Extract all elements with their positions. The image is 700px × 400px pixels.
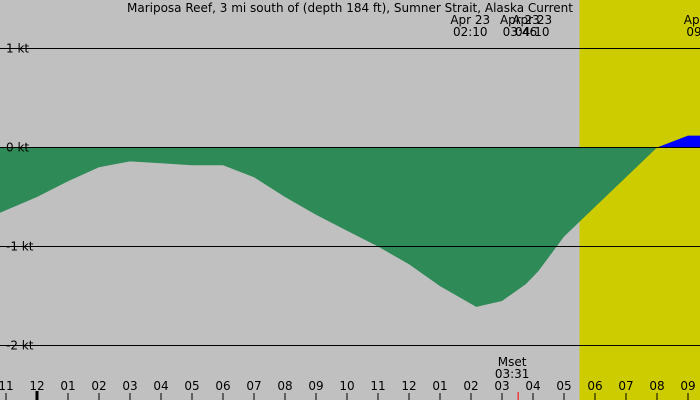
top-event-time: 02:10 <box>453 25 488 39</box>
hour-tick-label: 04 <box>525 379 540 393</box>
chart-title: Mariposa Reef, 3 mi south of (depth 184 … <box>127 1 573 15</box>
hour-tick-label: 09 <box>308 379 323 393</box>
hour-tick-label: 12 <box>29 379 44 393</box>
hour-tick-label: 12 <box>401 379 416 393</box>
hour-tick-label: 03 <box>122 379 137 393</box>
gridlines <box>0 48 700 346</box>
y-tick-label: 1 kt <box>6 42 29 56</box>
top-event-date: Apr 23 <box>450 13 490 27</box>
hour-tick-label: 08 <box>277 379 292 393</box>
hour-tick-label: 07 <box>618 379 633 393</box>
hour-tick-label: 11 <box>370 379 385 393</box>
y-tick-label: 0 kt <box>6 141 29 155</box>
top-event-time: 04:10 <box>515 25 550 39</box>
y-tick-labels: 1 kt 0 kt -1 kt -2 kt <box>6 42 34 353</box>
ebb-area <box>0 147 700 307</box>
hour-tick-label: 11 <box>0 379 14 393</box>
hour-tick-label: 09 <box>680 379 695 393</box>
hour-tick-label: 05 <box>556 379 571 393</box>
hour-tick-label: 07 <box>246 379 261 393</box>
top-event-date: Apr 23 <box>684 13 700 27</box>
hour-tick-label: 06 <box>587 379 602 393</box>
hour-tick-label: 01 <box>60 379 75 393</box>
bottom-event-label: Mset <box>498 355 527 369</box>
top-event-time: 03:46 <box>503 25 538 39</box>
current-area-layer <box>0 135 700 307</box>
y-tick-label: -2 kt <box>6 339 34 353</box>
hour-tick-label: 03 <box>494 379 509 393</box>
hour-tick-label: 01 <box>432 379 447 393</box>
top-event-date: Apr 23 <box>500 13 540 27</box>
hour-tick-label: 10 <box>339 379 354 393</box>
bottom-event-time: 03:31 <box>495 367 530 381</box>
bottom-event-labels: Mset03:31Mrise10:15Slack13:48Slack15:591… <box>495 355 530 400</box>
top-event-time: 09:42 <box>686 25 700 39</box>
hour-tick-label: 06 <box>215 379 230 393</box>
hour-tick-label: 02 <box>463 379 478 393</box>
y-tick-label: -1 kt <box>6 240 34 254</box>
hour-tick-label: 02 <box>91 379 106 393</box>
hour-tick-label: 04 <box>153 379 168 393</box>
hour-tick-label: 05 <box>184 379 199 393</box>
hour-axis: 11 12 01 02 03 04 05 06 07 08 09 10 11 12 01 02 03 04 05 06… <box>0 379 696 400</box>
top-event-date: Apr 23 <box>512 13 552 27</box>
hour-tick-label: 08 <box>649 379 664 393</box>
